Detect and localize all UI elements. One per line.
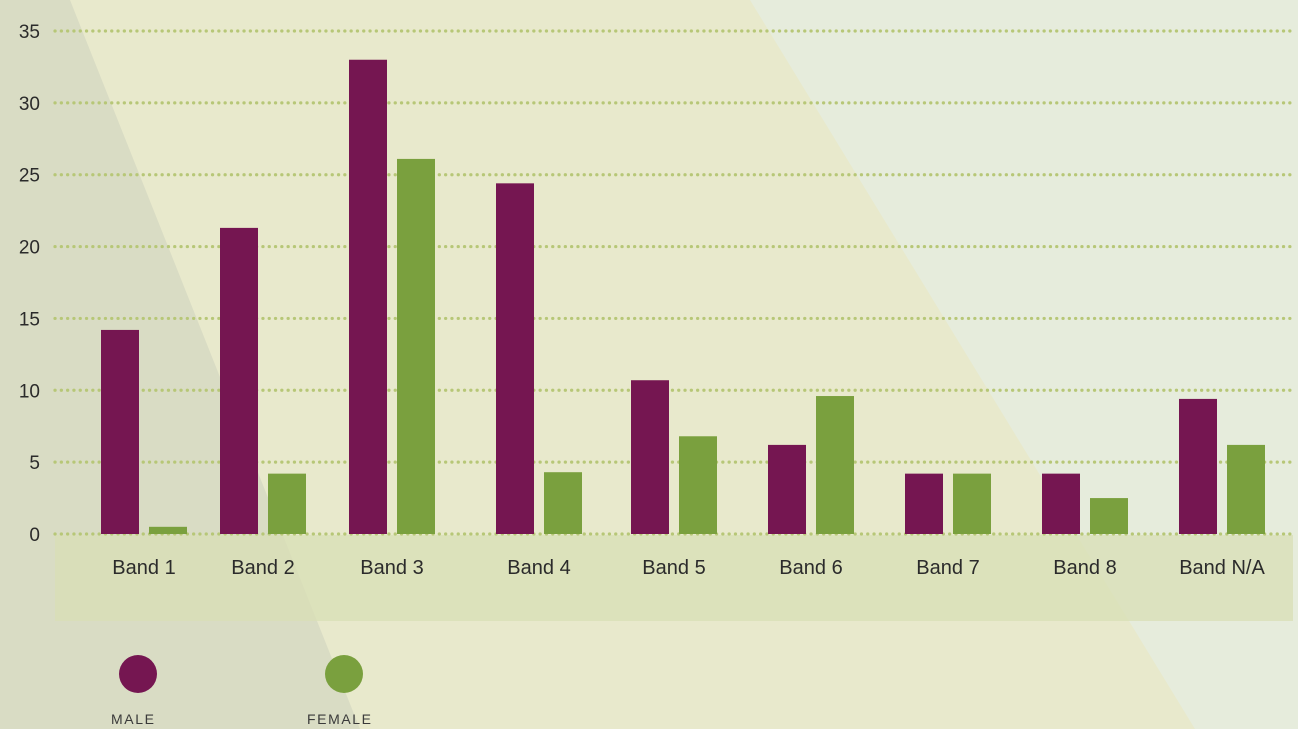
y-tick-label: 0 <box>29 525 40 546</box>
bar-male <box>101 329 139 534</box>
bar-male <box>220 227 258 535</box>
y-tick-label: 20 <box>19 238 40 259</box>
y-tick-label: 35 <box>19 22 40 43</box>
bar-female <box>816 396 854 534</box>
bar-female <box>953 473 991 534</box>
y-tick-label: 15 <box>19 309 40 330</box>
x-tick-label: Band 8 <box>1053 557 1116 579</box>
bar-male <box>1179 398 1217 534</box>
legend-male-label: MALE <box>111 711 156 727</box>
legend-female-label: FEMALE <box>307 711 373 727</box>
y-tick-label: 5 <box>29 453 40 474</box>
x-tick-label: Band 3 <box>360 557 423 579</box>
bar-male <box>349 59 387 534</box>
x-tick-label: Band 6 <box>779 557 842 579</box>
x-tick-label: Band 5 <box>642 557 705 579</box>
bar-female <box>1227 444 1265 534</box>
bar-male <box>496 183 534 534</box>
bar-female <box>397 158 435 535</box>
bar-female <box>544 472 582 534</box>
x-tick-label: Band 1 <box>112 557 175 579</box>
bars <box>101 59 1265 535</box>
bar-female <box>268 473 306 534</box>
bar-male <box>631 380 669 534</box>
x-axis-ticks: Band 1 Band 2 Band 3 Band 4 Band 5 Band 6 Band… <box>112 557 1265 579</box>
y-tick-label: 25 <box>19 166 40 187</box>
gridlines <box>53 29 1295 536</box>
legend-female-marker <box>325 655 363 693</box>
x-tick-label: Band 7 <box>916 557 979 579</box>
y-axis-ticks: 0 5 10 15 20 25 30 35 <box>19 22 40 546</box>
bar-male <box>1042 473 1080 534</box>
x-tick-label: Band N/A <box>1179 557 1265 579</box>
bar-male <box>905 473 943 534</box>
x-axis-band <box>55 535 1293 621</box>
x-tick-label: Band 2 <box>231 557 294 579</box>
x-tick-label: Band 4 <box>507 557 570 579</box>
legend-male-marker <box>119 655 157 693</box>
bar-female <box>149 526 187 534</box>
y-tick-label: 30 <box>19 94 40 115</box>
y-tick-label: 10 <box>19 381 40 402</box>
bar-female <box>679 436 717 534</box>
bar-female <box>1090 498 1128 534</box>
bar-male <box>768 444 806 534</box>
